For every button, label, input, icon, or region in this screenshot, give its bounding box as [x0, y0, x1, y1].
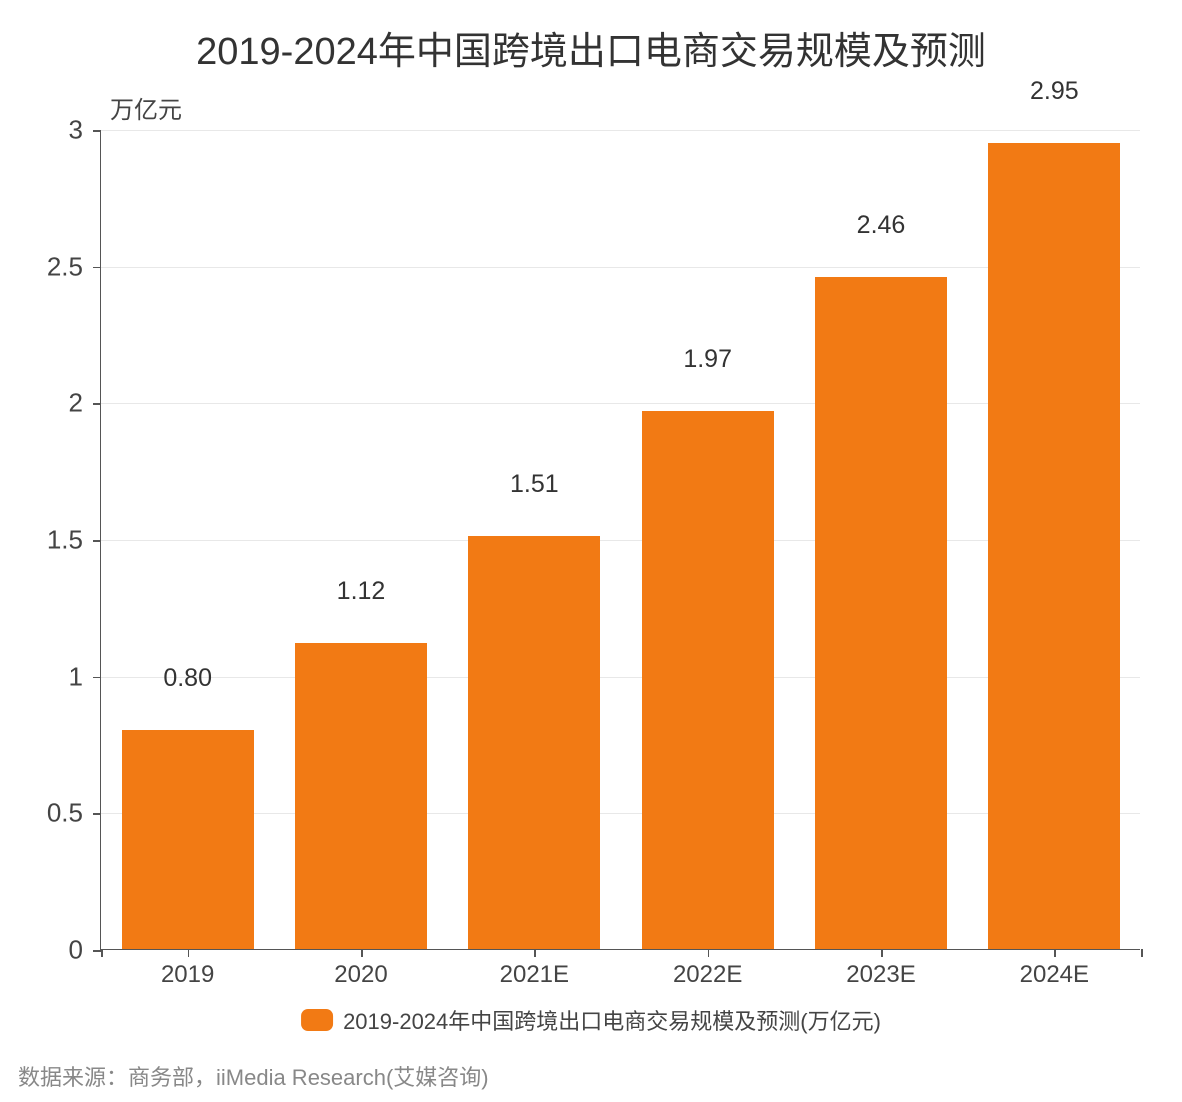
- y-tick-mark: [93, 403, 101, 405]
- x-tick-label: 2023E: [846, 961, 915, 989]
- x-tick-mark: [534, 949, 536, 957]
- y-tick-mark: [93, 540, 101, 542]
- y-tick-mark: [93, 677, 101, 679]
- x-tick-mark: [1141, 949, 1143, 957]
- x-tick-label: 2024E: [1020, 961, 1089, 989]
- y-tick-label: 2: [69, 388, 83, 419]
- y-tick-label: 0.5: [47, 798, 83, 829]
- legend: 2019-2024年中国跨境出口电商交易规模及预测(万亿元): [301, 1004, 881, 1036]
- y-tick-label: 3: [69, 115, 83, 146]
- bar-value-label: 1.51: [510, 470, 559, 499]
- bar-value-label: 1.97: [683, 345, 732, 374]
- y-tick-label: 0: [69, 935, 83, 966]
- bar: [295, 643, 427, 949]
- legend-swatch: [301, 1009, 333, 1031]
- bar-value-label: 1.12: [337, 577, 386, 606]
- x-tick-mark: [188, 949, 190, 957]
- gridline: [101, 267, 1140, 268]
- x-tick-label: 2020: [334, 961, 387, 989]
- legend-text: 2019-2024年中国跨境出口电商交易规模及预测(万亿元): [343, 1004, 881, 1036]
- chart-title: 2019-2024年中国跨境出口电商交易规模及预测: [0, 20, 1182, 75]
- x-tick-mark: [101, 949, 103, 957]
- x-tick-mark: [881, 949, 883, 957]
- y-tick-label: 2.5: [47, 251, 83, 282]
- bar: [468, 536, 600, 949]
- bar: [642, 411, 774, 949]
- bar: [122, 730, 254, 949]
- gridline: [101, 540, 1140, 541]
- x-tick-mark: [361, 949, 363, 957]
- x-tick-label: 2019: [161, 961, 214, 989]
- bar-value-label: 2.46: [857, 211, 906, 240]
- y-tick-label: 1: [69, 661, 83, 692]
- y-tick-mark: [93, 267, 101, 269]
- y-tick-mark: [93, 130, 101, 132]
- chart-container: 2019-2024年中国跨境出口电商交易规模及预测 万亿元 00.511.522…: [0, 0, 1182, 1102]
- x-tick-mark: [708, 949, 710, 957]
- y-tick-mark: [93, 813, 101, 815]
- bar-value-label: 2.95: [1030, 77, 1079, 106]
- bar: [815, 277, 947, 949]
- bar: [988, 143, 1120, 949]
- y-tick-label: 1.5: [47, 525, 83, 556]
- x-tick-label: 2021E: [500, 961, 569, 989]
- gridline: [101, 677, 1140, 678]
- plot-area: 00.511.522.530.8020191.1220201.512021E1.…: [100, 130, 1140, 950]
- gridline: [101, 403, 1140, 404]
- gridline: [101, 813, 1140, 814]
- source-text: 数据来源：商务部，iiMedia Research(艾媒咨询): [18, 1060, 489, 1092]
- gridline: [101, 130, 1140, 131]
- y-tick-mark: [93, 950, 101, 952]
- y-axis-unit: 万亿元: [110, 90, 182, 125]
- x-tick-mark: [1054, 949, 1056, 957]
- x-tick-label: 2022E: [673, 961, 742, 989]
- bar-value-label: 0.80: [163, 664, 212, 693]
